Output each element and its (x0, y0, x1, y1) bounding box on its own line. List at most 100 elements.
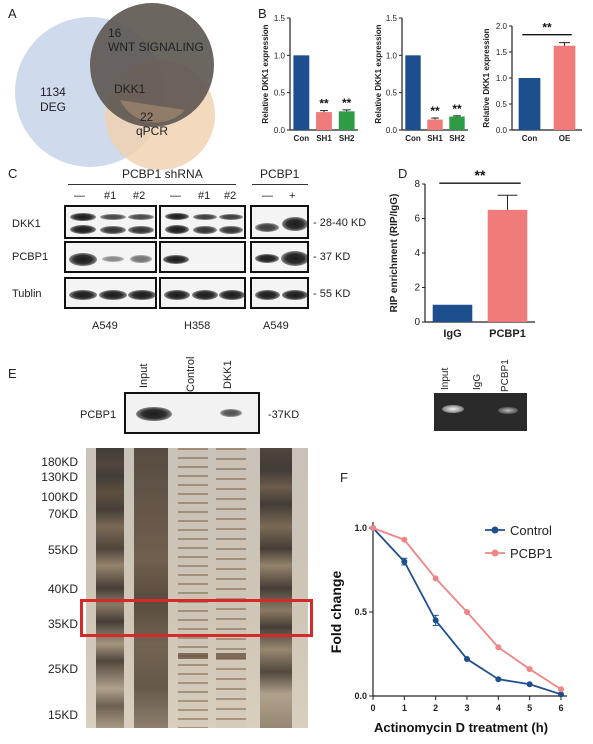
panel-label-d: D (398, 166, 408, 181)
y-tick-label: 0.0 (496, 126, 508, 135)
cell-line-a549-2: A549 (263, 320, 289, 332)
bar (487, 209, 528, 322)
legend-label: PCBP1 (510, 546, 553, 561)
significance-mark: ** (475, 170, 486, 183)
e-lane-input: Input (138, 363, 150, 388)
size-label-tublin: - 55 KD (313, 288, 351, 300)
legend-marker (491, 526, 499, 534)
y-tick-label: 1.0 (354, 523, 367, 533)
blot-c-dkk1-oe (250, 205, 309, 239)
e-blot-size: -37KD (268, 409, 300, 421)
y-axis-label: RIP enrichment (RIP/IgG) (389, 194, 400, 313)
data-point (495, 676, 502, 683)
data-point (526, 666, 533, 673)
e-lane-control: Control (185, 356, 197, 392)
significance-mark: ** (430, 104, 440, 118)
y-tick-label: 0.0 (354, 691, 367, 701)
data-point (464, 609, 470, 615)
bar (405, 55, 421, 131)
data-point (558, 691, 564, 698)
y-axis-label: Relative DKK1 expression (482, 28, 491, 127)
lane-label-h358-2: #1 (198, 190, 211, 202)
x-tick-label: 5 (527, 703, 532, 713)
y-tick-label: 1.0 (386, 51, 398, 60)
data-point (432, 575, 439, 582)
x-tick-label: 2 (433, 703, 438, 713)
e-lane-dkk1: DKK1 (222, 360, 234, 389)
bar (427, 119, 443, 130)
panel-label-c: C (8, 166, 18, 181)
silver-stain-gel (86, 448, 308, 728)
lane-label-h358-3: #2 (224, 190, 237, 202)
rip-lane-input: Input (440, 367, 451, 390)
bar (293, 55, 310, 131)
cell-line-a549-1: A549 (92, 320, 118, 332)
y-tick-label: 0.5 (354, 607, 367, 617)
marker-180kd: 180KD (41, 455, 78, 469)
venn-wnt-count: 16 (108, 26, 122, 40)
marker-15kd: 15KD (47, 708, 78, 722)
x-axis-label: Actinomycin D treatment (h) (374, 720, 548, 735)
row-label-pcbp1: PCBP1 (12, 251, 49, 263)
blot-c-pcbp1-h358 (159, 241, 246, 273)
e-pcbp1-blot (124, 392, 260, 434)
blot-c-dkk1-h358 (159, 205, 246, 239)
y-tick-label: 0 (414, 317, 420, 328)
bar (518, 78, 541, 130)
category-label: Con (294, 134, 310, 143)
category-label: SH1 (427, 134, 443, 143)
data-point (432, 617, 439, 624)
category-label: SH1 (316, 134, 332, 143)
chart-d: 0 2 4 6 8 RIP enrichment (RIP/IgG) IgG PCBP1 ** (389, 170, 535, 340)
size-label-dkk1: - 28-40 KD (313, 217, 367, 229)
y-tick-label: 0.5 (496, 100, 508, 109)
x-tick-label: 3 (464, 703, 469, 713)
y-tick-label: 8 (414, 179, 420, 190)
y-tick-label: 6 (414, 214, 420, 225)
x-tick-label: 6 (558, 703, 563, 713)
y-tick-label: 1.5 (274, 14, 286, 23)
x-tick-label: 1 (402, 703, 407, 713)
lane-label-h358-1: — (170, 190, 181, 202)
y-axis-label: Relative DKK1 expression (374, 24, 383, 123)
y-tick-label: 1.5 (386, 14, 398, 23)
y-tick-label: 0.5 (274, 89, 286, 98)
bar (553, 45, 576, 131)
chart-b3: 0.0 0.5 1.0 1.5 2.0 Relative DKK1 expression C… (482, 21, 582, 143)
venn-deg-label: DEG (40, 100, 67, 114)
blot-c-pcbp1-oe (250, 241, 309, 273)
y-axis-label: Fold change (328, 571, 344, 654)
marker-70kd: 70KD (47, 507, 78, 521)
venn-qpcr-label: qPCR (136, 124, 169, 138)
panel-label-a: A (8, 6, 17, 21)
y-tick-label: 1.0 (496, 74, 508, 83)
blot-c-tublin-h358 (159, 277, 246, 309)
legend-label: Control (510, 523, 552, 538)
marker-130kd: 130KD (41, 470, 78, 484)
chart-b1: 0.0 0.5 1.0 1.5 Relative DKK1 expression Con S… (261, 14, 358, 143)
rip-lane-pcbp1: PCBP1 (500, 359, 511, 392)
data-point (526, 681, 533, 688)
bar (432, 304, 473, 322)
data-point (464, 656, 470, 663)
blot-c-group2-underline (252, 184, 308, 185)
marker-100kd: 100KD (41, 490, 78, 504)
data-point (401, 558, 408, 565)
gel-lane-control (178, 448, 208, 728)
blot-c-group1-underline (68, 184, 236, 185)
category-label: IgG (443, 328, 461, 340)
marker-25kd: 25KD (47, 662, 78, 676)
lane-label-a549-3: #2 (133, 190, 146, 202)
marker-35kd: 35KD (47, 617, 78, 631)
blot-c-pcbp1-a549 (64, 241, 157, 273)
venn-wnt-label: WNT SIGNALING (108, 40, 204, 54)
significance-mark: ** (542, 21, 552, 35)
panel-label-f: F (340, 470, 348, 485)
size-label-pcbp1: - 37 KD (313, 251, 351, 263)
significance-mark: ** (342, 96, 352, 110)
row-label-dkk1: DKK1 (12, 218, 41, 230)
cell-line-h358: H358 (184, 320, 211, 332)
category-label: SH2 (339, 134, 355, 143)
significance-mark: ** (452, 102, 462, 116)
